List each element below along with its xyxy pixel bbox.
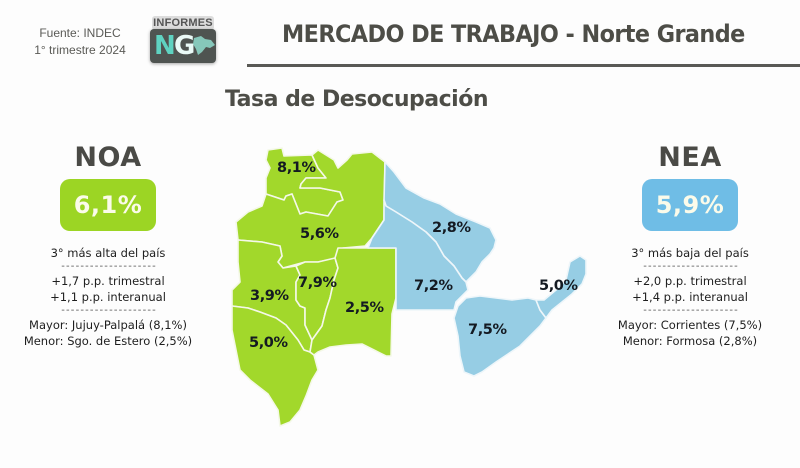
noa-rank: 3° más alta del país <box>50 246 166 260</box>
source-note: Fuente: INDEC 1° trimestre 2024 <box>20 25 140 59</box>
province-misiones <box>535 255 587 319</box>
province-la-rioja <box>231 305 319 427</box>
logo-letter-g: G <box>174 31 196 61</box>
noa-max: Mayor: Jujuy-Palpalá (8,1%) <box>29 318 187 332</box>
province-corrientes <box>453 295 547 377</box>
page-title: MERCADO DE TRABAJO - Norte Grande <box>282 20 745 48</box>
nea-title: NEA <box>658 142 722 173</box>
noa-panel: NOA 6,1% 3° más alta del país - - - - - … <box>8 140 208 349</box>
nea-min: Menor: Formosa (2,8%) <box>622 334 758 348</box>
logo-informes-text: INFORMES <box>152 16 214 30</box>
nea-details: 3° más baja del país - - - - - - - - - -… <box>590 245 790 349</box>
map-silhouette-icon <box>193 36 215 55</box>
nea-rank: 3° más baja del país <box>631 246 749 260</box>
noa-rate-badge: 6,1% <box>60 179 156 231</box>
period-label: 1° trimestre 2024 <box>34 43 126 57</box>
source-label: Fuente: INDEC <box>39 26 121 40</box>
nea-yearly-change: +1,4 p.p. interanual <box>632 290 748 304</box>
divider: - - - - - - - - - - - - - - - - - - - - <box>61 261 156 272</box>
logo-ng-block: N G <box>150 29 216 63</box>
nea-max: Mayor: Corrientes (7,5%) <box>617 318 763 332</box>
logo-letter-n: N <box>154 31 176 61</box>
title-underline <box>247 64 800 67</box>
nea-quarterly-change: +2,0 p.p. trimestral <box>633 274 747 288</box>
divider: - - - - - - - - - - - - - - - - - - - - <box>643 261 738 272</box>
divider: - - - - - - - - - - - - - - - - - - - - <box>61 305 156 316</box>
noa-quarterly-change: +1,7 p.p. trimestral <box>51 274 165 288</box>
noa-min: Menor: Sgo. de Estero (2,5%) <box>23 334 193 348</box>
noa-title: NOA <box>74 142 142 173</box>
noa-yearly-change: +1,1 p.p. interanual <box>50 290 166 304</box>
nea-rate-badge: 5,9% <box>642 179 738 231</box>
noa-details: 3° más alta del país - - - - - - - - - -… <box>8 245 208 349</box>
nea-panel: NEA 5,9% 3° más baja del país - - - - - … <box>590 140 790 349</box>
informes-ng-logo: INFORMES N G <box>148 16 228 68</box>
section-title: Tasa de Desocupación <box>225 87 489 112</box>
province-chaco <box>367 199 469 311</box>
divider: - - - - - - - - - - - - - - - - - - - - <box>643 305 738 316</box>
